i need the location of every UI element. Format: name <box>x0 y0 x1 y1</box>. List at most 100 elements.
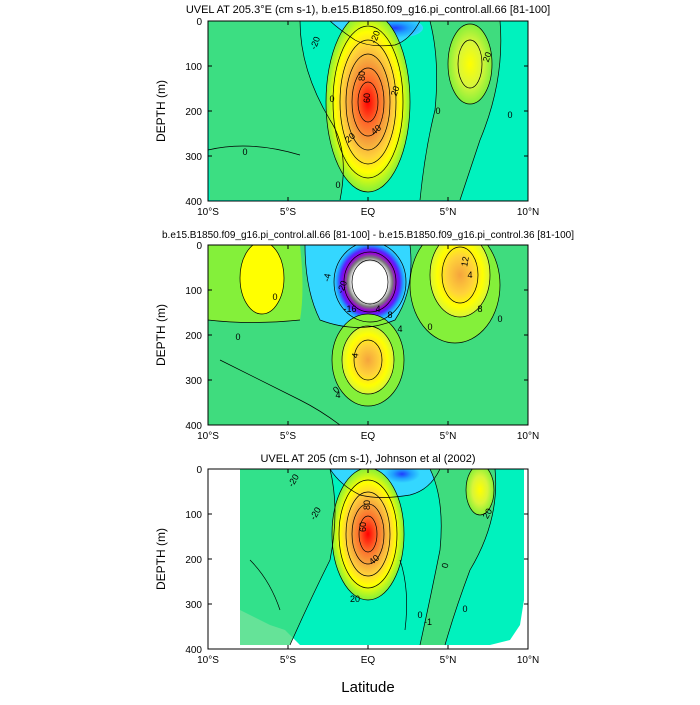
y-tick-label: 200 <box>185 331 202 342</box>
contour-label: 60 <box>362 93 372 103</box>
x-tick-label: 10°N <box>517 207 539 218</box>
panel-2-north-core <box>430 245 490 317</box>
contour-label: 0 <box>272 292 277 302</box>
panel-1-contours <box>208 21 502 201</box>
x-tick-label: 10°N <box>517 655 539 666</box>
contour-label: 4 <box>397 324 402 334</box>
y-tick-label: 0 <box>196 241 202 252</box>
panel-3-sec-core <box>384 469 420 483</box>
y-tick-label: 300 <box>185 376 202 387</box>
x-tick-label: 10°N <box>517 431 539 442</box>
y-tick-label: 300 <box>185 600 202 611</box>
y-tick-label: 0 <box>196 465 202 476</box>
contour-label: 0 <box>235 332 240 342</box>
x-tick-label: 5°N <box>440 207 457 218</box>
panel-1-title: UVEL AT 205.3°E (cm s-1), b.e15.B1850.f0… <box>186 4 550 16</box>
panel-3-weak-eastward-west <box>240 469 335 645</box>
panel-2-contours <box>208 245 501 425</box>
y-tick-label: 400 <box>185 645 202 656</box>
x-tick-label: 10°S <box>197 655 219 666</box>
x-tick-label: 5°N <box>440 655 457 666</box>
contour-label: 0 <box>507 110 512 120</box>
y-tick-label: 400 <box>185 421 202 432</box>
y-tick-label: 100 <box>185 62 202 73</box>
contour-label: 40 <box>369 123 383 137</box>
contour-label: 0 <box>331 384 341 395</box>
panel-1-field <box>208 21 528 201</box>
panel-3: UVEL AT 205 (cm s-1), Johnson et al (200… <box>154 453 539 666</box>
y-tick-label: 300 <box>185 152 202 163</box>
contour-label: 0 <box>329 94 334 104</box>
x-axis-label: Latitude <box>341 679 394 696</box>
contour-label: -1 <box>424 617 432 627</box>
panel-3-field <box>208 469 528 649</box>
contour-label: -20 <box>308 35 322 51</box>
panel-1-euc-core <box>326 21 410 192</box>
contour-label: 4 <box>350 352 361 359</box>
y-tick-label: 200 <box>185 555 202 566</box>
panel-2-ylabel: DEPTH (m) <box>154 304 168 366</box>
contour-label: 0 <box>435 106 440 116</box>
contour-label: 80 <box>362 500 372 510</box>
y-tick-label: 100 <box>185 510 202 521</box>
x-tick-label: 5°N <box>440 431 457 442</box>
contour-label: 4 <box>467 270 472 280</box>
contour-label: 0 <box>417 610 422 620</box>
contour-label: 20 <box>350 594 360 604</box>
contour-label: 40 <box>367 553 381 567</box>
y-tick-label: 200 <box>185 107 202 118</box>
contour-label: -4 <box>321 273 332 283</box>
panel-3-euc-core <box>332 469 404 600</box>
panel-3-ylabel: DEPTH (m) <box>154 528 168 590</box>
contour-label: 12 <box>459 256 471 268</box>
contour-label: 4 <box>335 390 340 400</box>
x-tick-label: 5°S <box>280 207 297 218</box>
contour-label: 0 <box>335 180 340 190</box>
panel-3-title: UVEL AT 205 (cm s-1), Johnson et al (200… <box>260 453 475 465</box>
contour-label: 0 <box>242 147 247 157</box>
x-tick-label: EQ <box>361 655 376 666</box>
panel-1-necc-core <box>448 24 492 104</box>
contour-label: 0 <box>462 604 467 614</box>
panel-2-deep-core <box>342 326 394 394</box>
contour-label: 0 <box>497 314 502 324</box>
contour-label: 0 <box>440 562 451 569</box>
contour-label: 8 <box>387 310 392 320</box>
x-tick-label: 5°S <box>280 655 297 666</box>
panel-2-south-core <box>240 245 284 314</box>
panel-2-title: b.e15.B1850.f09_g16.pi_control.all.66 [8… <box>162 230 574 241</box>
x-tick-label: 5°S <box>280 431 297 442</box>
contour-label: -20 <box>335 279 349 295</box>
x-tick-label: EQ <box>361 431 376 442</box>
panel-1: UVEL AT 205.3°E (cm s-1), b.e15.B1850.f0… <box>154 4 550 218</box>
contour-label: 8 <box>477 304 482 314</box>
contour-label: 20 <box>481 51 494 64</box>
panel-2-negative-core <box>334 245 406 322</box>
contour-label: 20 <box>389 85 402 98</box>
x-tick-label: 10°S <box>197 431 219 442</box>
contour-label: 80 <box>357 71 367 81</box>
contour-label: 20 <box>343 131 357 145</box>
contour-label: 20 <box>481 507 495 521</box>
panel-1-contour-labels: -20 -20 0 0 0 0 0 20 20 20 40 60 80 <box>242 29 512 190</box>
contour-label: -16 <box>343 304 356 314</box>
y-tick-label: 400 <box>185 197 202 208</box>
panel-1-weak-eastward-west <box>208 21 344 200</box>
contour-label: 4 <box>375 304 380 314</box>
x-tick-label: EQ <box>361 207 376 218</box>
y-tick-label: 0 <box>196 17 202 28</box>
panel-3-necc-core <box>466 469 494 515</box>
panel-1-ylabel: DEPTH (m) <box>154 80 168 142</box>
x-tick-label: 10°S <box>197 207 219 218</box>
panel-2-field <box>208 245 528 425</box>
contour-label: 0 <box>427 322 432 332</box>
panel-3-contours <box>249 469 497 646</box>
panel-2: b.e15.B1850.f09_g16.pi_control.all.66 [8… <box>154 230 574 442</box>
y-tick-label: 100 <box>185 286 202 297</box>
contour-label: 60 <box>358 522 368 532</box>
